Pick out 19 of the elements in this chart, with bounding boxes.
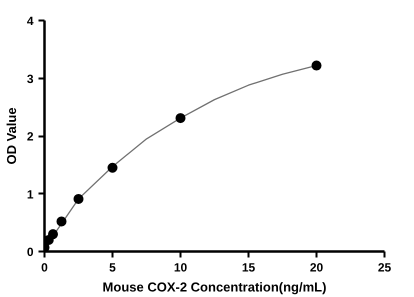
y-tick-label: 1 [26, 187, 34, 202]
x-axis-title: Mouse COX-2 Concentration(ng/mL) [102, 280, 326, 294]
y-tick-label: 0 [26, 245, 34, 259]
point [48, 229, 58, 240]
x-tick-label: 20 [310, 260, 324, 274]
y-tick-label: 4 [26, 14, 34, 28]
x-tick-label: 15 [242, 260, 256, 274]
point [108, 162, 118, 173]
point [312, 60, 322, 71]
y-tick-label: 3 [26, 72, 34, 86]
x-tick-label: 5 [109, 260, 116, 274]
y-tick-label: 2 [26, 130, 34, 144]
x-tick-label: 0 [41, 260, 48, 274]
point [56, 216, 66, 226]
point [176, 113, 186, 124]
x-tick-label: 10 [174, 260, 188, 274]
y-axis-title: OD Value [4, 107, 19, 165]
x-tick-label: 25 [378, 260, 392, 274]
point [74, 194, 84, 204]
